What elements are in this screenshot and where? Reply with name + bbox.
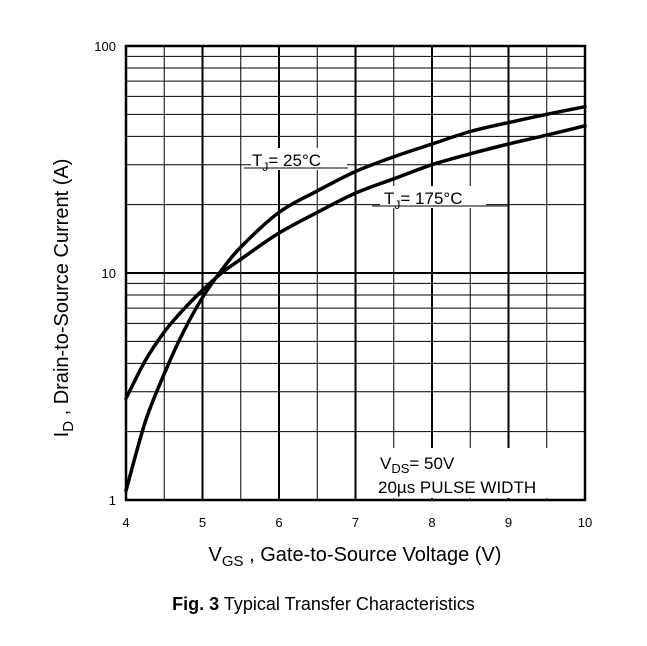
series-label-25: TJ= 25°C <box>252 151 321 174</box>
transfer-characteristics-chart: 4 5 6 7 8 9 10 1 10 100 TJ= 25°C TJ= 175°C VDS= … <box>51 39 592 570</box>
x-tick-label: 10 <box>578 515 592 530</box>
series-label-25-bg <box>251 148 347 170</box>
y-tick-labels: 1 10 100 <box>94 39 116 508</box>
pulse-width-annotation: 20µs PULSE WIDTH <box>378 478 536 497</box>
x-tick-label: 4 <box>122 515 129 530</box>
series-label-175-bg <box>380 186 486 208</box>
series-line-tj-175c <box>124 124 587 401</box>
y-tick-label: 10 <box>102 266 116 281</box>
x-tick-label: 6 <box>275 515 282 530</box>
series-label-175: TJ= 175°C <box>384 189 462 212</box>
x-tick-label: 7 <box>352 515 359 530</box>
x-tick-label: 5 <box>199 515 206 530</box>
y-axis-label: ID , Drain-to-Source Current (A) <box>51 159 77 438</box>
plot-frame <box>124 44 587 502</box>
figure-title: Typical Transfer Characteristics <box>223 594 475 614</box>
x-tick-label: 8 <box>428 515 435 530</box>
conditions-bg <box>372 448 582 498</box>
y-tick-label: 100 <box>94 39 116 54</box>
x-tick-label: 9 <box>505 515 512 530</box>
x-axis-label: VGS , Gate-to-Source Voltage (V) <box>209 544 502 570</box>
series-lines <box>124 104 587 493</box>
vds-annotation: VDS= 50V <box>380 454 455 476</box>
series-line-tj-25c <box>124 104 587 493</box>
figure-caption: Fig. 3 Typical Transfer Characteristics <box>0 594 647 615</box>
figure-number: Fig. 3 <box>172 594 220 614</box>
y-tick-label: 1 <box>109 493 116 508</box>
x-tick-labels: 4 5 6 7 8 9 10 <box>122 515 592 530</box>
